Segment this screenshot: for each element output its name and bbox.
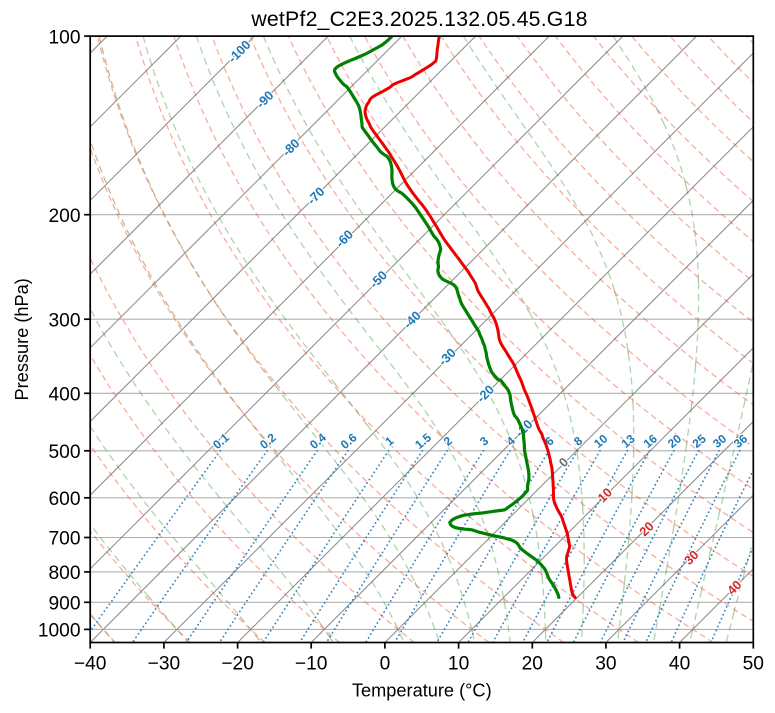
svg-text:600: 600 bbox=[48, 489, 80, 510]
svg-text:1000: 1000 bbox=[38, 621, 81, 642]
svg-text:10: 10 bbox=[448, 653, 469, 674]
svg-text:200: 200 bbox=[48, 206, 80, 227]
svg-text:100: 100 bbox=[48, 27, 80, 48]
svg-text:300: 300 bbox=[48, 310, 80, 331]
svg-text:500: 500 bbox=[48, 442, 80, 463]
svg-text:700: 700 bbox=[48, 529, 80, 550]
svg-text:30: 30 bbox=[595, 653, 616, 674]
svg-text:Pressure (hPa): Pressure (hPa) bbox=[12, 278, 32, 400]
svg-text:−30: −30 bbox=[148, 653, 181, 674]
svg-text:800: 800 bbox=[48, 563, 80, 584]
svg-text:0: 0 bbox=[380, 653, 391, 674]
svg-text:−40: −40 bbox=[74, 653, 107, 674]
svg-text:−20: −20 bbox=[221, 653, 254, 674]
svg-text:−10: −10 bbox=[295, 653, 328, 674]
svg-text:40: 40 bbox=[669, 653, 690, 674]
svg-text:400: 400 bbox=[48, 385, 80, 406]
svg-text:900: 900 bbox=[48, 594, 80, 615]
svg-text:wetPf2_C2E3.2025.132.05.45.G18: wetPf2_C2E3.2025.132.05.45.G18 bbox=[250, 7, 587, 31]
svg-text:50: 50 bbox=[743, 653, 764, 674]
svg-text:Temperature (°C): Temperature (°C) bbox=[352, 680, 492, 700]
svg-text:20: 20 bbox=[522, 653, 543, 674]
